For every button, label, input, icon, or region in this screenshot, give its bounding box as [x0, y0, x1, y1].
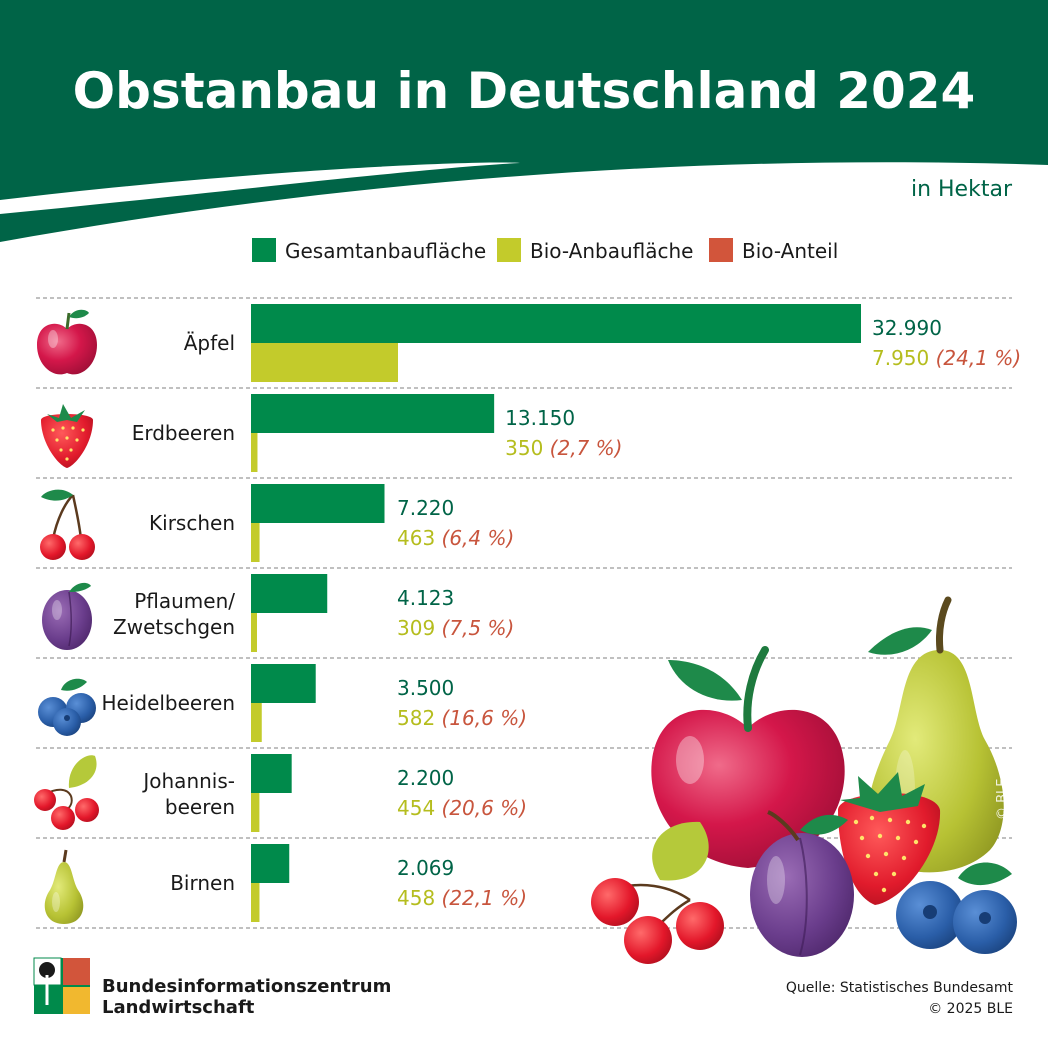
legend-swatch-share — [709, 238, 733, 262]
value-label-bio: 7.950 (24,1 %) — [872, 346, 1021, 370]
value-label-bio: 463 (6,4 %) — [397, 526, 514, 550]
image-copyright: © BLE — [995, 778, 1010, 820]
value-label-bio: 458 (22,1 %) — [397, 886, 527, 910]
value-label-total: 2.200 — [397, 766, 454, 790]
bar-bio — [251, 703, 262, 742]
bar-total — [251, 304, 861, 343]
legend-label-bio: Bio-Anbaufläche — [530, 239, 693, 263]
category-label: Erdbeeren — [132, 421, 235, 445]
bio-share: (7,5 %) — [442, 616, 515, 640]
value-label-bio: 582 (16,6 %) — [397, 706, 527, 730]
logo-trunk — [45, 975, 49, 1005]
logo-tree-icon — [39, 962, 55, 978]
bar-total — [251, 844, 290, 883]
value-label-total: 3.500 — [397, 676, 454, 700]
unit-label: in Hektar — [911, 177, 1013, 202]
bar-total — [251, 394, 495, 433]
category-label: Kirschen — [149, 511, 235, 535]
source-text: Quelle: Statistisches Bundesamt — [786, 980, 1014, 996]
value-label-bio: 309 (7,5 %) — [397, 616, 514, 640]
value-label-total: 2.069 — [397, 856, 454, 880]
legend-swatch-total — [252, 238, 276, 262]
big-currants-icon — [591, 821, 724, 964]
fruit-illustration: © BLE — [591, 596, 1017, 964]
category-label: Äpfel — [184, 331, 235, 355]
bio-value: 454 — [397, 796, 442, 820]
currant-icon — [34, 755, 99, 830]
pear-icon — [44, 849, 84, 924]
logo-quadrant — [63, 958, 90, 985]
bio-value: 463 — [397, 526, 442, 550]
legend-label-share: Bio-Anteil — [742, 239, 838, 263]
ble-logo — [33, 957, 90, 1014]
header-swoosh — [0, 162, 520, 214]
bar-bio — [251, 793, 260, 832]
bio-value: 458 — [397, 886, 442, 910]
bar-bio — [251, 433, 258, 472]
plum-icon — [42, 582, 92, 650]
bar-total — [251, 754, 292, 793]
legend: Gesamtanbaufläche Bio-Anbaufläche Bio-An… — [252, 238, 838, 263]
bio-value: 582 — [397, 706, 442, 730]
value-label-bio: 350 (2,7 %) — [505, 436, 622, 460]
bio-value: 350 — [505, 436, 550, 460]
bar-total — [251, 484, 385, 523]
org-name-line1: Bundesinformationszentrum — [102, 976, 391, 997]
big-blueberries-icon — [896, 862, 1017, 954]
category-label: Birnen — [170, 871, 235, 895]
bar-bio — [251, 343, 398, 382]
apple-icon — [37, 309, 97, 375]
category-label: beeren — [165, 795, 235, 819]
value-label-total: 4.123 — [397, 586, 454, 610]
legend-label-total: Gesamtanbaufläche — [285, 239, 486, 263]
strawberry-icon — [41, 404, 93, 468]
value-label-total: 7.220 — [397, 496, 454, 520]
bar-total — [251, 574, 328, 613]
legend-swatch-bio — [497, 238, 521, 262]
bio-value: 7.950 — [872, 346, 936, 370]
bio-share: (16,6 %) — [442, 706, 528, 730]
copyright-text: © 2025 BLE — [928, 1001, 1013, 1017]
value-label-total: 13.150 — [505, 406, 575, 430]
chart-title: Obstanbau in Deutschland 2024 — [73, 62, 976, 120]
category-label: Johannis- — [141, 769, 235, 793]
org-name-line2: Landwirtschaft — [102, 997, 255, 1018]
big-plum-icon — [750, 810, 854, 957]
bio-share: (6,4 %) — [442, 526, 515, 550]
category-label: Pflaumen/ — [134, 589, 235, 613]
value-label-total: 32.990 — [872, 316, 942, 340]
bar-bio — [251, 613, 257, 652]
bio-value: 309 — [397, 616, 442, 640]
bio-share: (24,1 %) — [936, 346, 1022, 370]
bar-bio — [251, 883, 260, 922]
bio-share: (20,6 %) — [442, 796, 528, 820]
bar-total — [251, 664, 316, 703]
bars-layer: Äpfel 32.990 7.950 (24,1 %) Erdbeeren 13.150… — [101, 304, 1021, 922]
bar-bio — [251, 523, 260, 562]
bio-share: (2,7 %) — [550, 436, 623, 460]
header-band — [0, 0, 1048, 242]
row-separators — [36, 297, 1012, 929]
category-label: Zwetschgen — [113, 615, 235, 639]
logo-quadrant — [63, 987, 90, 1014]
value-label-bio: 454 (20,6 %) — [397, 796, 527, 820]
big-strawberry-icon — [838, 772, 941, 905]
bio-share: (22,1 %) — [442, 886, 528, 910]
blueberry-icon — [38, 678, 96, 736]
cherry-icon — [40, 489, 95, 560]
category-label: Heidelbeeren — [101, 691, 235, 715]
